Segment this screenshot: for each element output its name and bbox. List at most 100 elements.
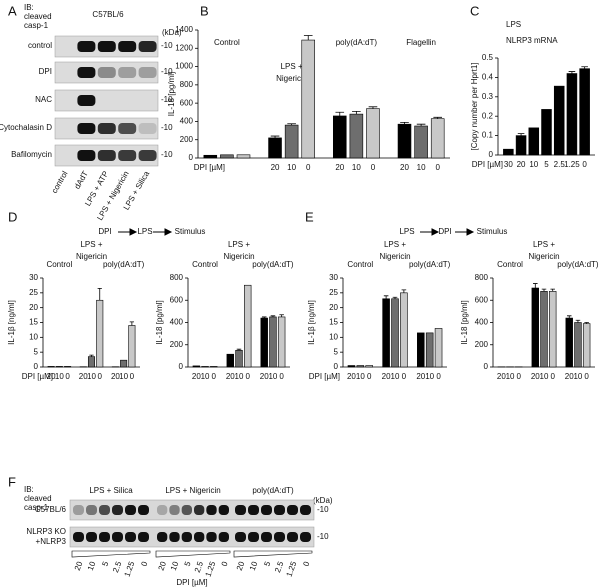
lane-label: control xyxy=(50,169,70,194)
blot-band xyxy=(86,505,97,515)
error-bar xyxy=(581,66,588,69)
probe-label: casp-1 xyxy=(24,503,49,512)
blot-band xyxy=(181,505,192,515)
blot-band xyxy=(138,150,157,161)
blot-band xyxy=(138,123,157,134)
row-label: +NLRP3 xyxy=(36,537,67,546)
marker-label: -10 xyxy=(161,41,173,50)
x-tick-label: 0 xyxy=(371,163,376,172)
x-axis-label: DPI [µM] xyxy=(22,372,53,381)
group-label: Control xyxy=(214,38,240,47)
dose-label: 2.5 xyxy=(273,560,285,574)
error-bar xyxy=(236,348,242,351)
y-tick-label: 15 xyxy=(329,318,338,327)
dose-wedge xyxy=(155,550,231,558)
blot-band xyxy=(86,532,97,542)
group-label: poly(dA:dT) xyxy=(252,486,294,495)
x-tick-label: 0 xyxy=(550,372,555,381)
y-tick-label: 400 xyxy=(180,117,194,126)
dose-label: 20 xyxy=(235,560,247,572)
sequence-step: Stimulus xyxy=(477,227,508,236)
bar xyxy=(47,366,55,368)
bar xyxy=(434,328,443,368)
error-bar xyxy=(352,110,361,115)
x-tick-label: 10 xyxy=(268,372,277,381)
x-tick-label: 20 xyxy=(226,372,235,381)
x-tick-label: 20 xyxy=(335,163,344,172)
group-label: Control xyxy=(192,260,218,269)
axis xyxy=(42,278,140,368)
y-tick-label: 30 xyxy=(29,273,38,282)
bar xyxy=(579,68,590,156)
probe-label: IB: xyxy=(24,3,34,12)
group-label: Nigericin xyxy=(223,252,254,261)
y-axis-label: IL-18 [pg/ml] xyxy=(155,300,164,344)
x-tick-label: 0 xyxy=(245,372,250,381)
y-tick-label: 800 xyxy=(170,273,184,282)
blot-band xyxy=(261,532,272,542)
y-tick-label: 600 xyxy=(180,98,194,107)
y-tick-label: 1200 xyxy=(175,43,193,52)
dose-label: 1.25 xyxy=(285,560,299,578)
axis xyxy=(197,30,450,159)
y-tick-label: 15 xyxy=(29,318,38,327)
x-tick-label: 10 xyxy=(352,163,361,172)
bar xyxy=(203,154,218,159)
x-tick-label: 30 xyxy=(504,160,513,169)
blot-band xyxy=(125,505,136,515)
group-label: Nigericin xyxy=(76,252,107,261)
bar xyxy=(55,366,63,368)
bar xyxy=(347,365,356,368)
x-tick-label: 10 xyxy=(235,372,244,381)
blot-band xyxy=(287,532,298,542)
x-tick-label: 10 xyxy=(540,372,549,381)
x-tick-label: 10 xyxy=(425,372,434,381)
bar xyxy=(236,154,251,159)
blot-band xyxy=(97,123,116,134)
error-bar xyxy=(401,289,407,293)
y-tick-label: 0.2 xyxy=(482,111,494,120)
bar xyxy=(128,325,136,368)
y-tick-label: 1400 xyxy=(175,25,193,34)
dose-label: 0 xyxy=(139,560,149,568)
x-tick-label: 20 xyxy=(79,372,88,381)
y-axis-label: [Copy number per Hprt1] xyxy=(470,62,479,150)
error-bar xyxy=(303,35,313,41)
x-tick-label: 10 xyxy=(506,372,515,381)
panel-letter: B xyxy=(200,3,209,18)
bar xyxy=(301,39,316,159)
group-label: poly(dA:dT) xyxy=(336,38,378,47)
error-bar xyxy=(97,287,102,301)
blot-band xyxy=(157,532,168,542)
x-tick-label: 0 xyxy=(65,372,70,381)
y-axis-label: IL-18 [pg/ml] xyxy=(167,72,176,116)
probe-label: cleaved xyxy=(24,12,52,21)
row-label: Cytochalasin D xyxy=(0,123,52,132)
bar xyxy=(192,365,201,368)
bar xyxy=(356,365,365,368)
blot-band xyxy=(274,532,285,542)
error-bar xyxy=(335,111,345,116)
dose-wedge xyxy=(71,550,151,558)
bar xyxy=(332,115,347,159)
bar xyxy=(528,127,540,156)
blot-band xyxy=(77,67,96,78)
blot-band xyxy=(274,505,285,515)
blot-band xyxy=(157,505,168,515)
blot-band xyxy=(99,505,110,515)
blot-band xyxy=(77,150,96,161)
bar xyxy=(210,366,218,368)
bar xyxy=(549,291,557,368)
error-bar xyxy=(550,288,555,292)
sequence-arrows xyxy=(118,228,475,236)
x-tick-label: 20 xyxy=(497,372,506,381)
bar xyxy=(574,322,582,368)
x-axis-label: DPI [µM] xyxy=(472,160,503,169)
blot-band xyxy=(138,505,149,515)
x-tick-label: 20 xyxy=(416,372,425,381)
row-label: NAC xyxy=(35,95,52,104)
y-tick-label: 0 xyxy=(189,153,194,162)
y-tick-label: 25 xyxy=(29,288,38,297)
chart-title: LPS xyxy=(506,20,521,29)
blot-band xyxy=(218,532,229,542)
